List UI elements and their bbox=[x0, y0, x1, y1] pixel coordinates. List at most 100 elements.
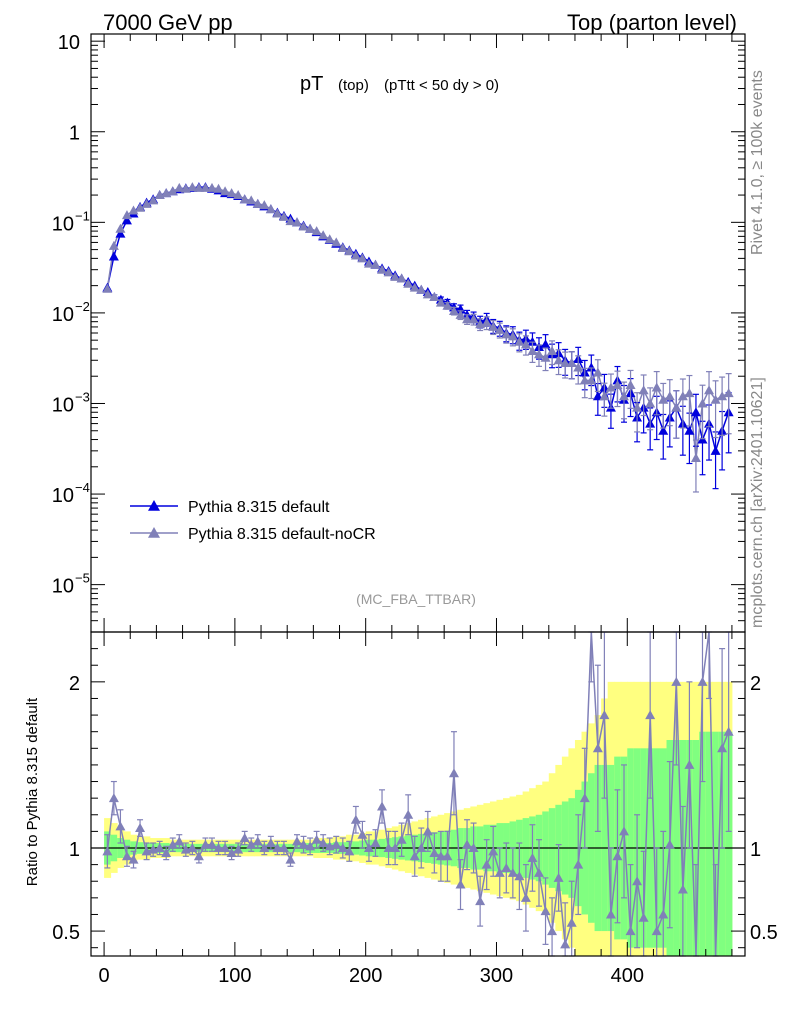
ratio-data-point bbox=[527, 852, 538, 862]
ratio-ytick-label-right: 0.5 bbox=[750, 922, 778, 944]
ratio-data-point bbox=[658, 909, 669, 919]
ratio-data-point bbox=[553, 872, 564, 882]
ratio-data-point bbox=[226, 847, 237, 857]
ratio-data-point bbox=[206, 839, 217, 849]
main-data-point bbox=[507, 331, 518, 341]
main-data-point bbox=[187, 182, 198, 192]
main-data-point bbox=[462, 314, 473, 324]
ratio-data-point bbox=[377, 801, 388, 811]
main-data-point bbox=[448, 305, 459, 315]
main-data-point bbox=[396, 273, 407, 283]
main-data-point bbox=[102, 283, 113, 293]
ratio-panel-series bbox=[102, 631, 734, 957]
main-data-point bbox=[468, 314, 479, 324]
main-data-point bbox=[625, 379, 636, 389]
main-data-point bbox=[651, 382, 662, 392]
rivet-version-label: Rivet 4.1.0, ≥ 100k events bbox=[749, 70, 766, 255]
ratio-data-point bbox=[135, 823, 146, 833]
ratio-data-point bbox=[108, 793, 119, 803]
main-data-point bbox=[220, 186, 231, 196]
ratio-data-point bbox=[481, 859, 492, 869]
main-ytick-label-exp: −1 bbox=[75, 208, 90, 223]
main-data-point bbox=[658, 394, 669, 404]
main-data-point bbox=[390, 271, 401, 281]
ratio-data-point bbox=[422, 826, 433, 836]
ratio-ytick-label-left: 1 bbox=[69, 839, 80, 861]
main-data-point bbox=[108, 251, 119, 261]
ratio-data-point bbox=[220, 843, 231, 852]
ratio-ylabel: Ratio to Pythia 8.315 default bbox=[24, 697, 41, 886]
header-left: 7000 GeV pp bbox=[103, 10, 233, 35]
main-data-point bbox=[677, 391, 688, 401]
ratio-data-point bbox=[638, 912, 649, 922]
ratio-data-point bbox=[697, 676, 708, 686]
ratio-data-point bbox=[265, 838, 276, 848]
main-ytick-label: 10 bbox=[58, 32, 80, 54]
ratio-data-point bbox=[540, 906, 551, 916]
main-data-point bbox=[259, 200, 270, 210]
legend-label-nocr: Pythia 8.315 default-noCR bbox=[188, 526, 376, 543]
main-data-point bbox=[370, 259, 381, 269]
main-data-point bbox=[409, 282, 420, 292]
main-data-point bbox=[605, 382, 616, 392]
ratio-data-point bbox=[632, 876, 643, 886]
main-data-point bbox=[252, 198, 263, 208]
ratio-data-point bbox=[645, 710, 656, 720]
main-data-point bbox=[645, 398, 656, 408]
main-ytick-label: 1 bbox=[69, 123, 80, 145]
legend-label-default: Pythia 8.315 default bbox=[188, 499, 330, 516]
ratio-data-point bbox=[573, 859, 584, 869]
ratio-data-point bbox=[605, 909, 616, 919]
main-data-point bbox=[121, 215, 132, 225]
ratio-data-point bbox=[252, 836, 263, 846]
main-data-point bbox=[213, 183, 224, 193]
ratio-data-point bbox=[331, 839, 342, 849]
main-data-point bbox=[278, 211, 289, 221]
ratio-data-point bbox=[579, 793, 590, 803]
main-data-point bbox=[710, 394, 721, 404]
ratio-data-point bbox=[259, 843, 270, 852]
main-data-point bbox=[305, 223, 316, 233]
ratio-band-green bbox=[725, 731, 733, 956]
main-data-point bbox=[710, 445, 721, 455]
ratio-data-point bbox=[560, 939, 571, 949]
ratio-ytick-label-right: 2 bbox=[750, 673, 761, 695]
main-data-point bbox=[377, 264, 388, 274]
ratio-data-point bbox=[102, 846, 113, 856]
ratio-band-green bbox=[699, 731, 707, 956]
ratio-data-point bbox=[435, 851, 446, 861]
main-ytick-label-exp: −2 bbox=[75, 299, 90, 314]
xtick-label: 200 bbox=[349, 965, 382, 987]
main-data-point bbox=[704, 385, 715, 395]
ratio-panel-axes: 0.5 0.5 1 1 2 2 0 100 200 300 400 bbox=[52, 631, 778, 987]
ratio-ytick-label-left: 2 bbox=[69, 673, 80, 695]
ratio-data-point bbox=[115, 821, 126, 831]
title-main: pT bbox=[300, 73, 323, 95]
xtick-label: 400 bbox=[611, 965, 644, 987]
main-data-point bbox=[481, 317, 492, 327]
main-data-point bbox=[684, 425, 695, 435]
main-data-point bbox=[292, 217, 303, 227]
ratio-data-point bbox=[285, 854, 296, 864]
ratio-data-point bbox=[717, 743, 728, 753]
main-data-point bbox=[403, 278, 414, 288]
legend-marker-default bbox=[148, 500, 160, 511]
main-data-point bbox=[560, 357, 571, 367]
main-ytick-label: 10 bbox=[52, 213, 74, 235]
main-data-point bbox=[540, 339, 551, 349]
main-data-point bbox=[586, 362, 597, 372]
main-data-point bbox=[599, 391, 610, 401]
main-data-point bbox=[167, 186, 178, 196]
ratio-data-point bbox=[390, 843, 401, 852]
main-data-point bbox=[344, 246, 355, 256]
ratio-data-point bbox=[363, 843, 374, 852]
ratio-data-point bbox=[272, 843, 283, 852]
main-ytick-label-exp: −5 bbox=[75, 571, 90, 586]
main-data-point bbox=[416, 284, 427, 294]
main-data-point bbox=[586, 375, 597, 385]
ratio-data-point bbox=[664, 839, 675, 849]
main-data-point bbox=[246, 195, 257, 205]
ratio-data-point bbox=[533, 867, 544, 877]
main-data-point bbox=[357, 253, 368, 263]
